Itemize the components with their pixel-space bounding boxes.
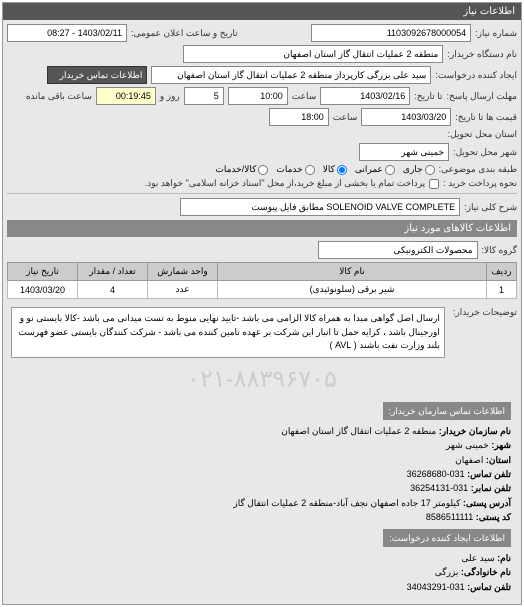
days-label: روز و (160, 91, 180, 102)
radio-omrani[interactable]: عمرانی (355, 164, 395, 175)
fax-label: تلفن نمابر: (471, 483, 511, 493)
radio-kala-khadamat-input[interactable] (258, 165, 268, 175)
city-value: خمینی شهر (446, 440, 489, 450)
announce-input[interactable] (7, 24, 127, 42)
delivery-city-input[interactable] (359, 143, 449, 161)
need-info-panel: اطلاعات نیاز شماره نیاز: تاریخ و ساعت اع… (2, 2, 522, 605)
time-left-input[interactable] (96, 87, 156, 105)
deadline-label: مهلت ارسال پاسخ: (446, 91, 517, 102)
radio-khadamat[interactable]: خدمات (276, 164, 314, 175)
deadline-time-input[interactable] (228, 87, 288, 105)
phone-value: 031-36268680 (407, 469, 465, 479)
city-label: شهر: (491, 440, 511, 450)
cell-unit: عدد (148, 281, 218, 299)
to-date-label: تا تاریخ: (414, 91, 442, 102)
radio-kala-khadamat-label: کالا/خدمات (215, 164, 256, 175)
days-input[interactable] (184, 87, 224, 105)
radio-khadamat-label: خدمات (276, 164, 302, 175)
buyer-label: نام دستگاه خریدار: (447, 49, 517, 60)
contact-title: اطلاعات تماس سازمان خریدار: (383, 402, 511, 420)
postal-value: 8586511111 (426, 512, 473, 522)
radio-kala-khadamat[interactable]: کالا/خدمات (215, 164, 268, 175)
notes-box: ارسال اصل گواهی مبدا به همراه کالا الزام… (11, 307, 445, 358)
price-time-input[interactable] (269, 108, 329, 126)
radio-jari[interactable]: جاری (403, 164, 435, 175)
price-date-input[interactable] (361, 108, 451, 126)
col-row: ردیف (487, 263, 517, 281)
creator-input[interactable] (151, 66, 431, 84)
radio-jari-input[interactable] (425, 165, 435, 175)
watermark: ۰۲۱-۸۸۳۹۶۷۰۵ (7, 365, 517, 394)
radio-khadamat-input[interactable] (305, 165, 315, 175)
cell-date: 1403/03/20 (8, 281, 78, 299)
time-left-label: ساعت باقی مانده (26, 91, 92, 102)
time-label-1: ساعت (292, 91, 317, 102)
creator-label: ایجاد کننده درخواست: (435, 70, 517, 81)
creator-title: اطلاعات ایجاد کننده درخواست: (383, 529, 511, 547)
province-label: استان: (486, 455, 511, 465)
budget-radio-group: جاری عمرانی کالا خدمات کالا/خدمات (215, 164, 434, 175)
cell-name: شیر برقی (سلونوئیدی) (218, 281, 487, 299)
delivery-province-label: استان محل تحویل: (448, 129, 517, 140)
fname-value: سید علی (461, 553, 494, 563)
org-name-label: نام سازمان خریدار: (439, 426, 511, 436)
notes-label: توضیحات خریدار: (453, 303, 517, 318)
announce-label: تاریخ و ساعت اعلان عمومی: (131, 28, 238, 39)
province-value: اصفهان (455, 455, 483, 465)
address-value: کیلومتر 17 جاده اصفهان نجف آباد-منطقه 2 … (233, 498, 460, 508)
col-unit: واحد شمارش (148, 263, 218, 281)
delivery-city-label: شهر محل تحویل: (453, 147, 517, 158)
radio-kala[interactable]: کالا (323, 164, 347, 175)
cphone-label: تلفن تماس: (467, 582, 511, 592)
col-date: تاریخ نیاز (8, 263, 78, 281)
fax-value: 031-36254131 (410, 483, 468, 493)
cphone-value: 031-34043291 (407, 582, 465, 592)
time-label-2: ساعت (333, 112, 358, 123)
group-label: گروه کالا: (482, 245, 517, 256)
radio-kala-input[interactable] (337, 165, 347, 175)
phone-label: تلفن تماس: (467, 469, 511, 479)
desc-label: شرح کلی نیاز: (464, 202, 517, 213)
address-label: آدرس پستی: (463, 498, 511, 508)
price-label: قیمت ها تا تاریخ: (455, 112, 517, 123)
col-qty: تعداد / مقدار (78, 263, 148, 281)
group-input[interactable] (318, 241, 478, 259)
req-number-input[interactable] (311, 24, 471, 42)
buyer-input[interactable] (183, 45, 443, 63)
radio-omrani-input[interactable] (385, 165, 395, 175)
desc-input[interactable] (180, 198, 460, 216)
payment-checkbox[interactable] (429, 179, 439, 189)
table-header-row: ردیف نام کالا واحد شمارش تعداد / مقدار ت… (8, 263, 517, 281)
cell-qty: 4 (78, 281, 148, 299)
req-number-label: شماره نیاز: (475, 28, 517, 39)
contact-info-button[interactable] (47, 66, 147, 84)
goods-table: ردیف نام کالا واحد شمارش تعداد / مقدار ت… (7, 262, 517, 299)
payment-note: پرداخت تمام یا بخشی از مبلغ خرید،از محل … (145, 178, 425, 189)
form-body: شماره نیاز: تاریخ و ساعت اعلان عمومی: نا… (3, 20, 521, 604)
cell-row: 1 (487, 281, 517, 299)
panel-title: اطلاعات نیاز (3, 3, 521, 20)
radio-omrani-label: عمرانی (355, 164, 383, 175)
fname-label: نام: (497, 553, 511, 563)
radio-jari-label: جاری (403, 164, 423, 175)
postal-label: کد پستی: (476, 512, 511, 522)
deadline-date-input[interactable] (320, 87, 410, 105)
budget-label: طبقه بندی موضوعی: (439, 164, 517, 175)
org-name: منطقه 2 عملیات انتقال گاز استان اصفهان (281, 426, 436, 436)
table-row[interactable]: 1 شیر برقی (سلونوئیدی) عدد 4 1403/03/20 (8, 281, 517, 299)
payment-label: نحوه پرداخت خرید : (443, 178, 517, 189)
contact-section: اطلاعات تماس سازمان خریدار: نام سازمان خ… (7, 396, 517, 601)
radio-kala-label: کالا (323, 164, 335, 175)
col-name: نام کالا (218, 263, 487, 281)
goods-section-title: اطلاعات کالاهای مورد نیاز (7, 220, 517, 237)
